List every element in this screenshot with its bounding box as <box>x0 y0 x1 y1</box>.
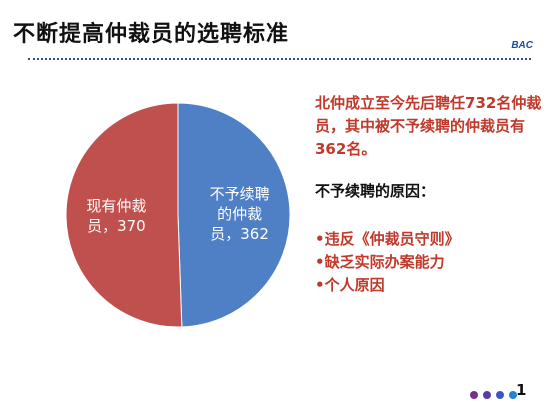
reason-item: •个人原因 <box>315 276 385 294</box>
intro-text-2: 名仲裁员，其中被不予续聘的仲裁员有 <box>315 94 542 135</box>
brand-logo: BAC <box>511 40 533 51</box>
pie-slice-label-line: 现有仲裁 <box>86 197 146 215</box>
page-number: 1 <box>516 381 527 399</box>
not-renewed-count: 362 <box>315 140 347 158</box>
dot-icon <box>496 391 504 399</box>
dot-icon <box>483 391 491 399</box>
dot-icon <box>470 391 478 399</box>
pie-slice-label: 现有仲裁员，370 <box>86 197 146 235</box>
pie-slice <box>65 102 183 328</box>
reasons-heading: 不予续聘的原因： <box>315 182 436 200</box>
pie-slice <box>177 102 291 328</box>
dot-icon <box>509 391 517 399</box>
title-divider <box>28 58 531 60</box>
intro-paragraph: 北仲成立至今先后聘任732名仲裁员，其中被不予续聘的仲裁员有 362名。 <box>315 92 550 161</box>
intro-text-3: 名。 <box>346 140 377 158</box>
total-count: 732 <box>465 94 497 112</box>
pie-slice-label: 不予续聘的仲裁员，362 <box>210 185 270 243</box>
decorative-dots <box>470 391 517 399</box>
intro-text-1: 北仲成立至今先后聘任 <box>315 94 466 112</box>
pie-slice-label-line: 的仲裁 <box>217 205 262 223</box>
pie-chart: 不予续聘的仲裁员，362 现有仲裁员，370 <box>65 102 291 328</box>
pie-slice-label-line: 员，370 <box>87 217 146 235</box>
slide-title: 不断提高仲裁员的选聘标准 <box>13 22 290 47</box>
pie-slice-label-line: 不予续聘 <box>210 185 270 203</box>
reason-item: •缺乏实际办案能力 <box>315 253 445 271</box>
reasons-list: •违反《仲裁员守则》 •缺乏实际办案能力 •个人原因 <box>315 228 460 297</box>
pie-slice-label-line: 员，362 <box>210 225 269 243</box>
reason-item: •违反《仲裁员守则》 <box>315 230 460 248</box>
